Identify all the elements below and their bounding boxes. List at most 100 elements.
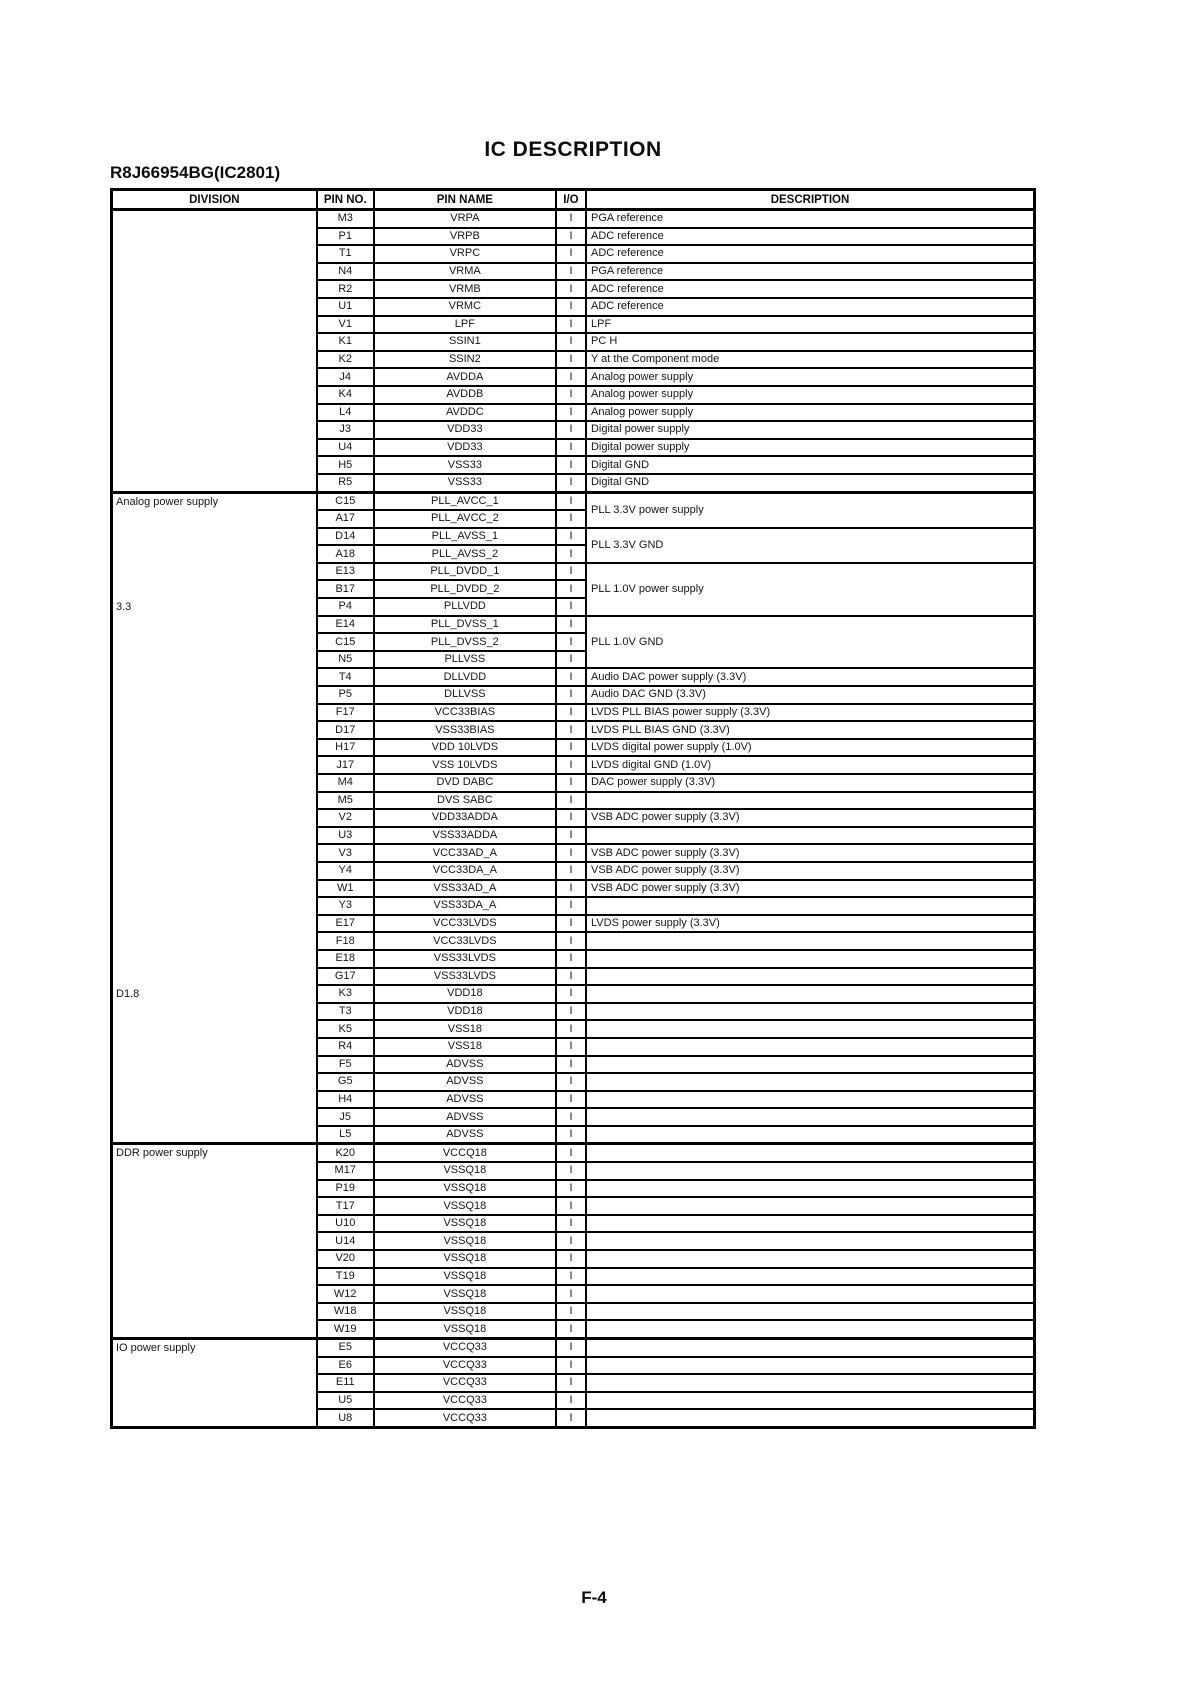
pin-no-cell: P1 — [315, 226, 375, 247]
pin-name-cell: VSS33LVDS — [372, 948, 557, 969]
io-cell: I — [554, 614, 587, 635]
pin-no-cell: P4 — [315, 597, 375, 617]
pin-name-cell: VSSQ18 — [372, 1319, 557, 1340]
pin-name-cell: VDD33ADDA — [372, 808, 557, 828]
table-row: M5 DVS SABC I — [112, 790, 1036, 811]
io-cell: I — [554, 1019, 587, 1039]
description-cell — [584, 1142, 1036, 1164]
description-cell: PC H — [584, 332, 1036, 352]
pin-name-cell: VDD33 — [372, 437, 557, 458]
io-cell: I — [554, 1336, 587, 1358]
pin-no-cell: U10 — [315, 1213, 375, 1234]
pin-name-cell: DVS SABC — [372, 790, 557, 811]
division-label: IO power supply — [116, 1342, 196, 1354]
description-cell — [584, 1319, 1036, 1340]
pin-name-cell: VSS33BIAS — [372, 720, 557, 740]
description-cell: PLL 1.0V GND — [584, 614, 1036, 670]
description-cell: PLL 1.0V power supply — [584, 561, 1036, 617]
table-row: W1 VSS33AD_A I VSB ADC power supply (3.3V) — [112, 878, 1036, 899]
io-cell: I — [554, 1301, 587, 1322]
table-row: J17 VSS 10LVDS I LVDS digital GND (1.0V) — [112, 755, 1036, 775]
pin-no-cell: P5 — [315, 685, 375, 705]
col-header-pin-name: PIN NAME — [372, 188, 557, 211]
pin-no-cell: U1 — [315, 296, 375, 317]
pin-no-cell: H5 — [315, 455, 375, 475]
pin-no-cell: W18 — [315, 1301, 375, 1322]
pin-name-cell: PLL_DVDD_1 — [372, 561, 557, 582]
io-cell: I — [554, 526, 587, 547]
pin-name-cell: VSSQ18 — [372, 1161, 557, 1181]
pin-no-cell: V20 — [315, 1249, 375, 1269]
table-row: IO power supply E5 VCCQ33 I — [110, 1336, 1036, 1429]
io-cell: I — [554, 702, 587, 723]
pin-name-cell: DLLVDD — [372, 667, 557, 688]
io-cell: I — [554, 1161, 587, 1181]
io-cell: I — [554, 437, 587, 458]
pin-no-cell: U5 — [315, 1390, 375, 1411]
pin-name-cell: VDD33 — [372, 420, 557, 440]
pin-name-cell: VSSQ18 — [372, 1213, 557, 1234]
pin-name-cell: VSSQ18 — [372, 1196, 557, 1216]
pin-description-table: DIVISION PIN NO. PIN NAME I/O DESCRIPTIO… — [110, 188, 1036, 1429]
io-cell: I — [554, 1319, 587, 1340]
io-cell: I — [554, 455, 587, 475]
table-row: M3 VRPA I PGA reference — [110, 207, 1036, 493]
pin-no-cell: V3 — [315, 843, 375, 863]
pin-name-cell: VRMB — [372, 279, 557, 299]
description-cell: Analog power supply — [584, 384, 1036, 405]
pin-no-cell: E18 — [315, 948, 375, 969]
pin-name-cell: PLL_AVCC_2 — [372, 509, 557, 529]
description-cell — [584, 896, 1036, 916]
table-row: H4 ADVSS I — [112, 1089, 1036, 1110]
pin-name-cell: PLL_DVDD_2 — [372, 579, 557, 600]
description-cell: LPF — [584, 314, 1036, 335]
pin-no-cell: G17 — [315, 966, 375, 987]
description-cell: Y at the Component mode — [584, 349, 1036, 370]
pin-no-cell: K3 — [315, 984, 375, 1004]
pin-no-cell: R5 — [315, 472, 375, 494]
division-cell — [110, 208, 318, 493]
table-row: V20 VSSQ18 I — [112, 1249, 1036, 1269]
pin-no-cell: A17 — [315, 509, 375, 529]
pin-no-cell: T17 — [315, 1196, 375, 1216]
io-cell: I — [554, 279, 587, 299]
description-cell: ADC reference — [584, 296, 1036, 317]
pin-name-cell: VSS33LVDS — [372, 966, 557, 987]
table-row: L5 ADVSS I — [112, 1124, 1036, 1145]
io-cell: I — [554, 1036, 587, 1057]
pin-name-cell: PLL_AVSS_2 — [372, 544, 557, 564]
pin-no-cell: A18 — [315, 544, 375, 564]
io-cell: I — [554, 1373, 587, 1393]
description-cell: VSB ADC power supply (3.3V) — [584, 808, 1036, 828]
description-cell — [584, 1213, 1036, 1234]
pin-no-cell: D17 — [315, 720, 375, 740]
description-cell — [584, 1266, 1036, 1287]
pin-name-cell: VRPA — [372, 207, 557, 229]
pin-no-cell: W12 — [315, 1284, 375, 1304]
pin-no-cell: R2 — [315, 279, 375, 299]
io-cell: I — [554, 261, 587, 282]
description-cell — [584, 1036, 1036, 1057]
pin-name-cell: AVDDA — [372, 367, 557, 387]
division-cell: Analog power supply 3.3 D1.8 — [110, 490, 318, 1145]
pin-no-cell: K4 — [315, 384, 375, 405]
pin-no-cell: T19 — [315, 1266, 375, 1287]
description-cell — [584, 1124, 1036, 1145]
description-cell — [584, 1161, 1036, 1181]
description-cell — [584, 1107, 1036, 1127]
pin-name-cell: VCC33LVDS — [372, 931, 557, 951]
io-cell: I — [554, 1072, 587, 1092]
description-cell — [584, 948, 1036, 969]
description-cell — [584, 1390, 1036, 1411]
table-row: E13 PLL_DVDD_1 I PLL 1.0V power supply — [112, 561, 1036, 617]
io-cell: I — [554, 755, 587, 775]
description-cell: LVDS digital power supply (1.0V) — [584, 737, 1036, 758]
pin-name-cell: VCC33LVDS — [372, 913, 557, 934]
pin-name-cell: VSS33DA_A — [372, 896, 557, 916]
table-row: R5 VSS33 I Digital GND — [112, 472, 1036, 494]
division-label: Analog power supply — [116, 495, 219, 508]
pin-name-cell: VSS33 — [372, 455, 557, 475]
description-cell — [584, 1408, 1036, 1429]
pin-no-cell: K1 — [315, 332, 375, 352]
io-cell: I — [554, 1390, 587, 1411]
